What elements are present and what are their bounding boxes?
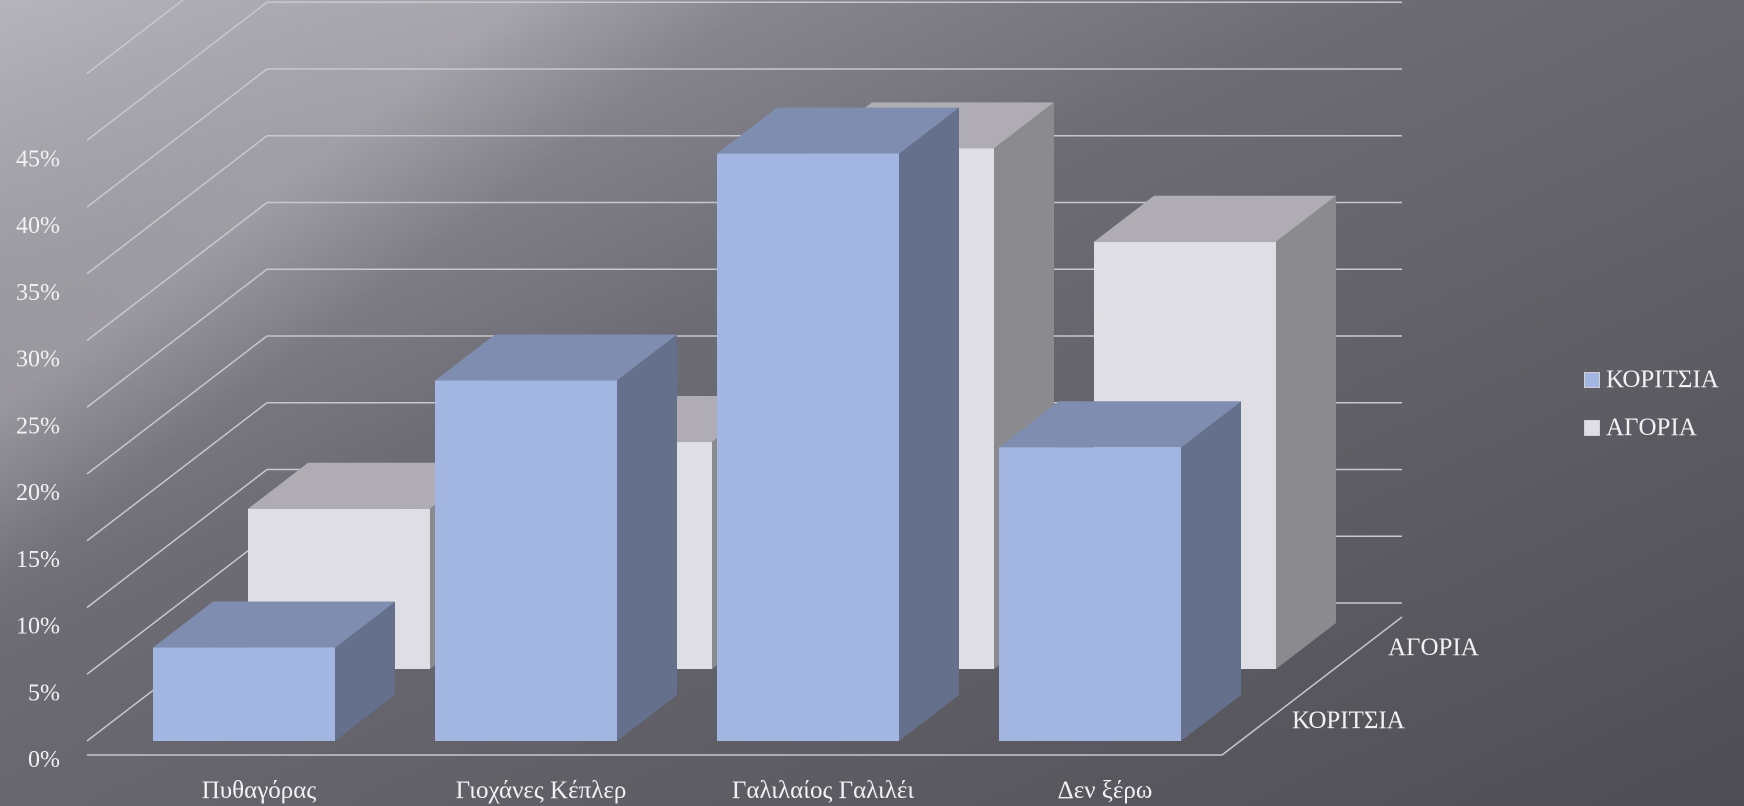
y-tick-label: 20% xyxy=(16,480,60,506)
y-tick-label: 35% xyxy=(16,280,60,306)
bar-κοριτσια-γιοχάνες-κέπλερ-side xyxy=(617,334,677,741)
gridline-wall xyxy=(86,201,268,342)
gridline-wall xyxy=(86,0,185,75)
bar-κοριτσια-δεν-ξέρω-side xyxy=(1181,401,1241,741)
bar-κοριτσια-γιοχάνες-κέπλερ-top xyxy=(435,334,677,381)
bar-κοριτσια-γιοχάνες-κέπλερ-front xyxy=(435,380,617,741)
gridline-wall xyxy=(86,1,268,141)
bar-κοριτσια-δεν-ξέρω-top xyxy=(999,401,1241,448)
gridline-wall xyxy=(86,468,268,609)
legend-item-agoria: ΑΓΟΡΙΑ xyxy=(1584,404,1719,452)
legend-item-koritsia: ΚΟΡΙΤΣΙΑ xyxy=(1584,356,1719,404)
y-tick-label: 45% xyxy=(16,146,60,172)
y-tick-label: 0% xyxy=(28,747,60,773)
bar-κοριτσια-πυθαγόρας-top xyxy=(153,601,395,648)
gridline-wall xyxy=(86,535,268,675)
depth-axis-label: ΑΓΟΡΙΑ xyxy=(1388,634,1479,661)
x-category-label: Γιοχάνες Κέπλερ xyxy=(456,777,627,804)
floor-right-edge xyxy=(1221,616,1403,756)
legend-label-agoria: ΑΓΟΡΙΑ xyxy=(1606,414,1697,441)
legend-swatch-agoria xyxy=(1584,420,1600,436)
legend-swatch-koritsia xyxy=(1584,372,1600,388)
bar-κοριτσια-γαλιλαίος-γαλιλέι-top xyxy=(717,107,959,154)
bar-αγορια-πυθαγόρας-top xyxy=(248,462,490,509)
x-category-label: Δεν ξέρω xyxy=(1058,777,1153,804)
gridline-wall xyxy=(86,135,268,275)
y-tick-label: 40% xyxy=(16,213,60,239)
gridline-wall xyxy=(86,335,268,475)
bar-κοριτσια-πυθαγόρας xyxy=(153,601,395,741)
y-tick-label: 30% xyxy=(16,347,60,373)
bar-αγορια-δεν-ξέρω-side xyxy=(1276,195,1336,670)
bar-κοριτσια-δεν-ξέρω-front xyxy=(999,447,1181,741)
gridline-wall xyxy=(86,268,268,408)
bar-κοριτσια-δεν-ξέρω xyxy=(999,401,1241,741)
gridline-wall xyxy=(86,68,268,208)
y-tick-label: 5% xyxy=(28,680,60,706)
bar-κοριτσια-πυθαγόρας-side xyxy=(335,601,395,741)
legend-label-koritsia: ΚΟΡΙΤΣΙΑ xyxy=(1606,366,1719,393)
bar-αγορια-δεν-ξέρω-top xyxy=(1094,195,1336,242)
depth-axis-label: ΚΟΡΙΤΣΙΑ xyxy=(1292,707,1405,734)
bar-κοριτσια-πυθαγόρας-front xyxy=(153,647,335,741)
y-tick-label: 10% xyxy=(16,614,60,640)
y-tick-label: 15% xyxy=(16,547,60,573)
bar-κοριτσια-γαλιλαίος-γαλιλέι-side xyxy=(899,107,959,742)
bars xyxy=(153,102,1336,742)
y-tick-label: 25% xyxy=(16,413,60,439)
bar-κοριτσια-γαλιλαίος-γαλιλέι-front xyxy=(717,153,899,742)
depth-axis-labels: ΚΟΡΙΤΣΙΑ ΑΓΟΡΙΑ xyxy=(1292,634,1479,734)
bar-κοριτσια-γαλιλαίος-γαλιλέι xyxy=(717,107,959,742)
y-axis-ticks: 0% 5% 10% 15% 20% 25% 30% 35% 40% 45% xyxy=(16,146,60,773)
legend: ΚΟΡΙΤΣΙΑ ΑΓΟΡΙΑ xyxy=(1584,356,1719,452)
x-category-label: Γαλιλαίος Γαλιλέι xyxy=(732,777,914,804)
x-axis-categories: Πυθαγόρας Γιοχάνες Κέπλερ Γαλιλαίος Γαλιλέ… xyxy=(202,777,1153,804)
x-category-label: Πυθαγόρας xyxy=(202,777,317,804)
gridline-wall xyxy=(86,402,268,542)
bar-κοριτσια-γιοχάνες-κέπλερ xyxy=(435,334,677,741)
